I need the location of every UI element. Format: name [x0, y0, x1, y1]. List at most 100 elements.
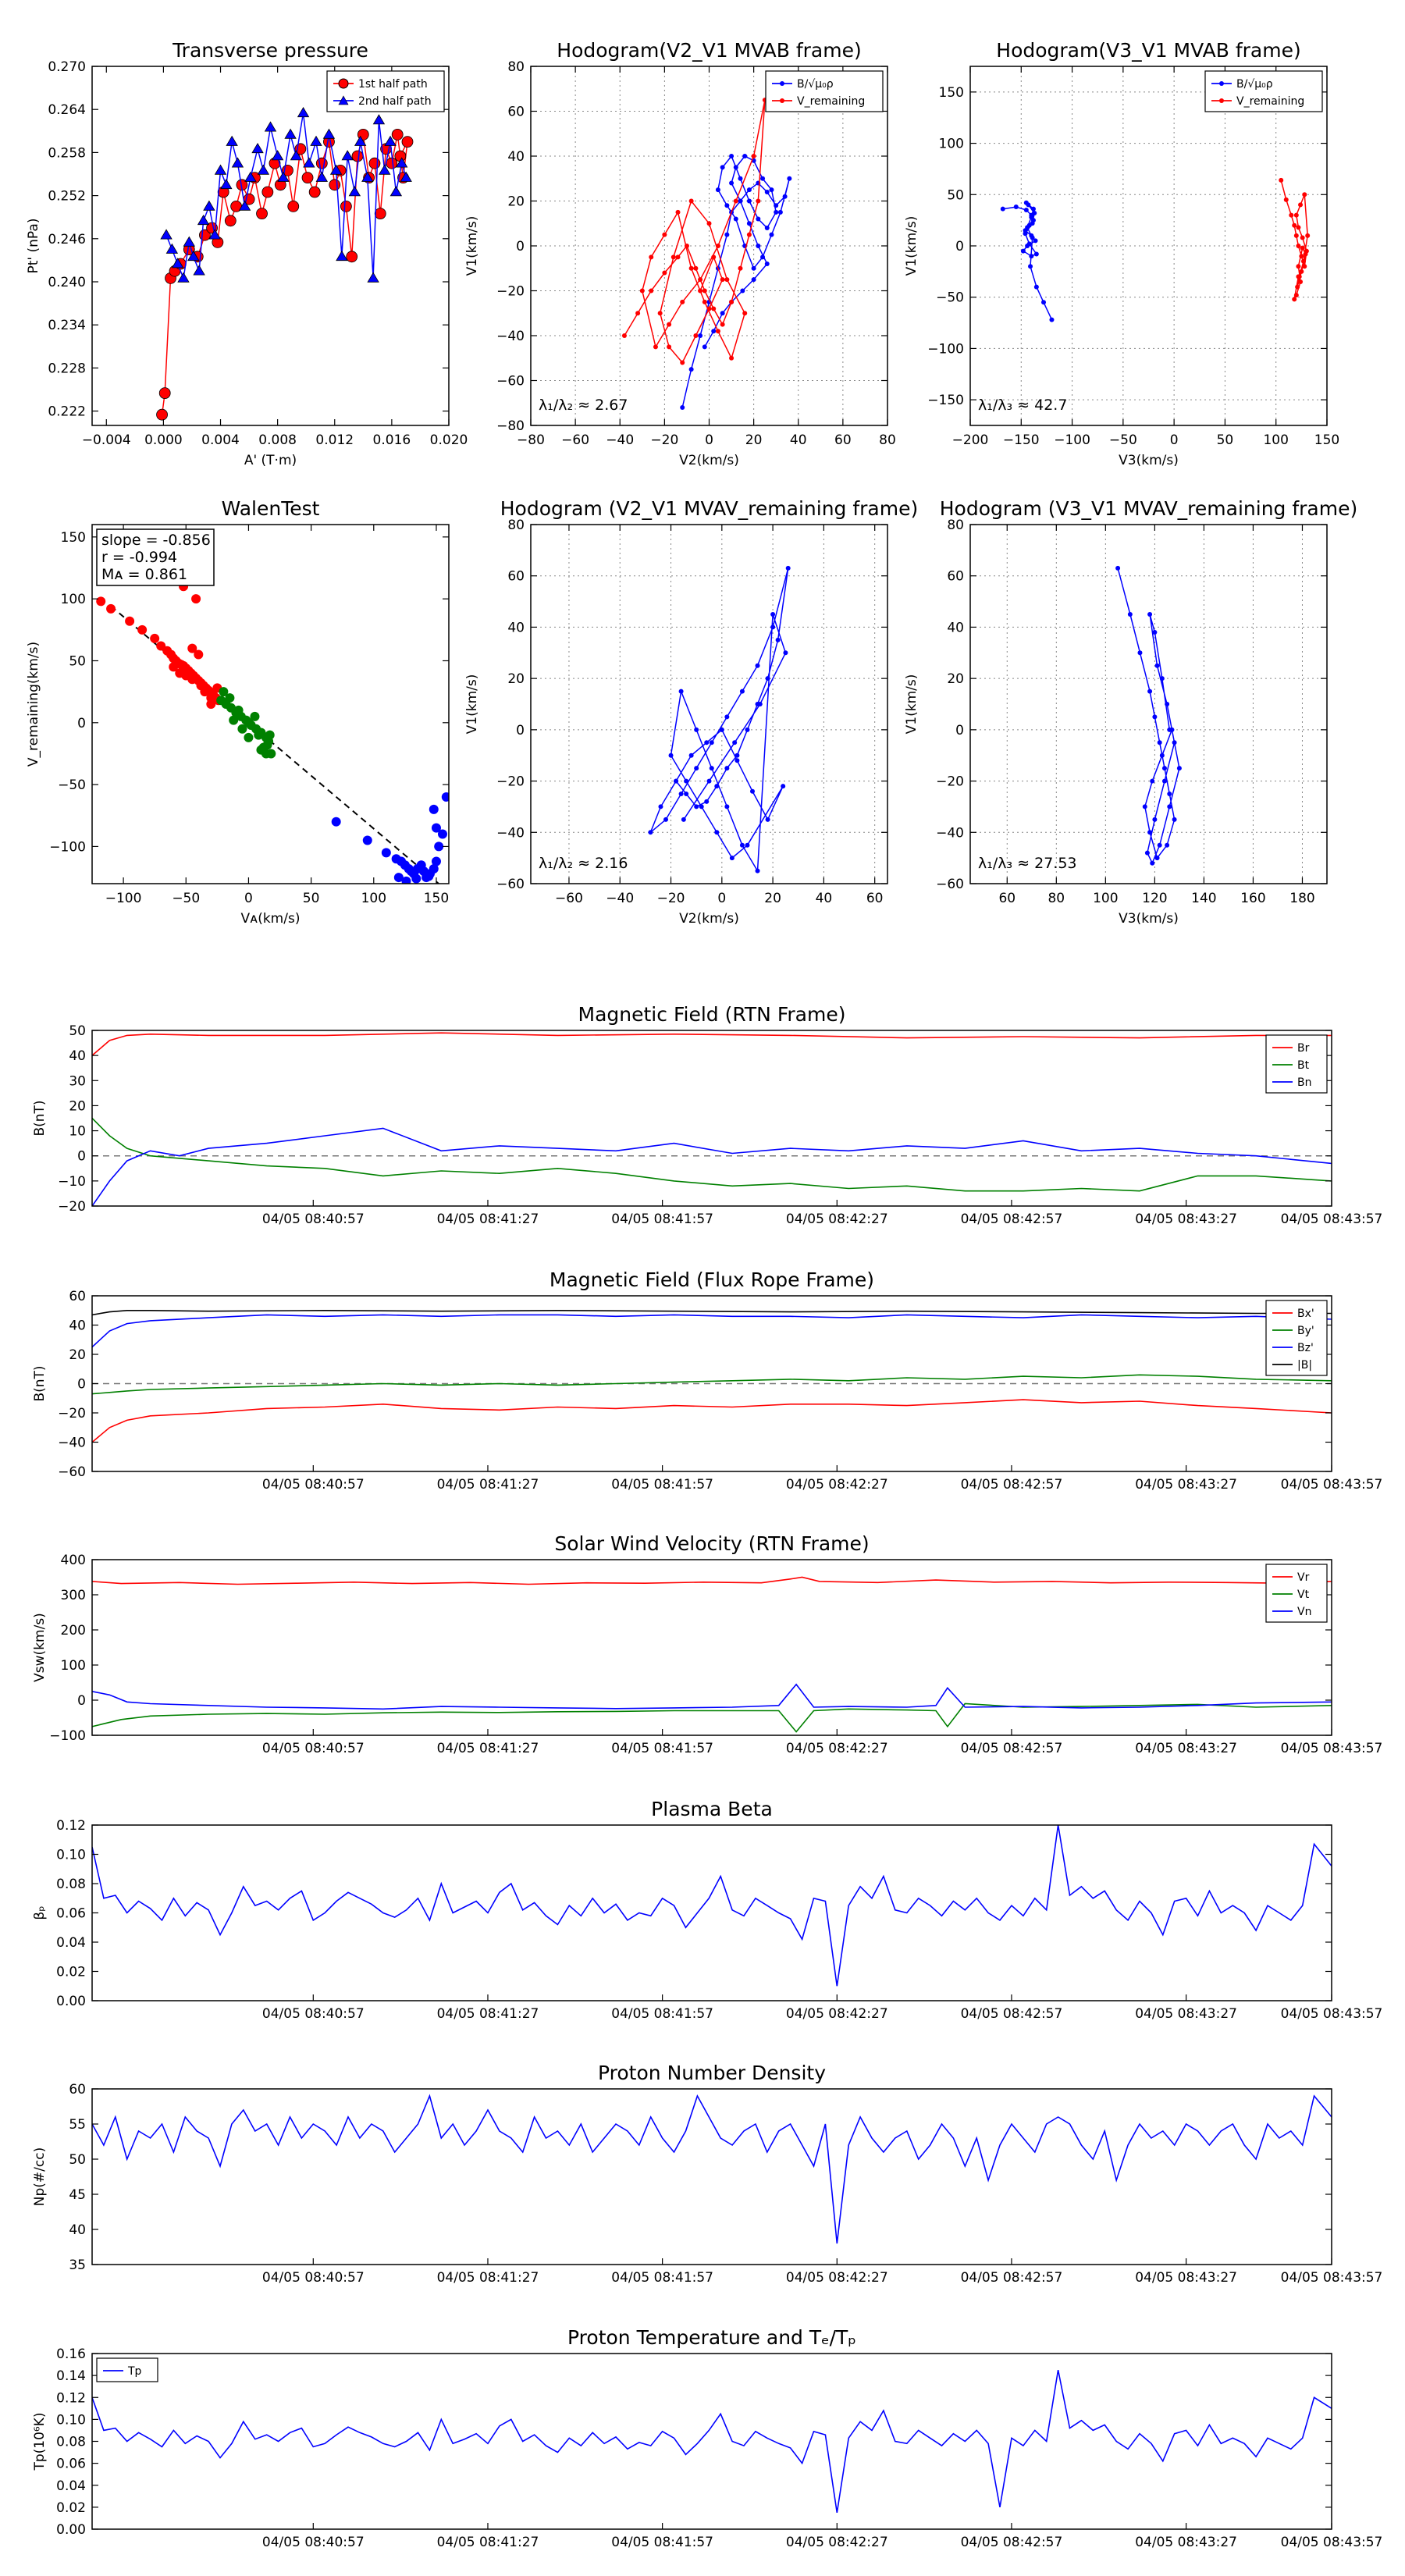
y-tick-label: 0 [77, 1149, 86, 1165]
data-point [746, 198, 752, 204]
y-tick-label: 300 [61, 1588, 86, 1603]
data-point [1147, 688, 1153, 694]
chart-title: Proton Number Density [598, 2062, 826, 2084]
data-point [386, 157, 398, 169]
x-tick-label: 100 [1093, 891, 1118, 906]
y-tick-label: 40 [69, 2222, 86, 2238]
y-tick-label: 50 [69, 1023, 86, 1039]
y-tick-label: 0.12 [56, 2390, 86, 2406]
data-point [1296, 264, 1301, 269]
data-point [1026, 241, 1032, 247]
data-point [668, 753, 674, 758]
vrtn-panel: −100 0 100 200 300 400 04/05 08:40:57 04/05 08:… [32, 1532, 1382, 1756]
data-point [194, 649, 204, 660]
hv31-panel: −150 −100 −50 0 50 100 150 −200 −150 −100 −50 0 50 10… [904, 39, 1339, 468]
data-point [740, 288, 745, 294]
data-point [1152, 630, 1158, 635]
x-tick-label: 04/05 08:41:57 [611, 2535, 713, 2550]
x-tick-label: 04/05 08:40:57 [262, 1477, 365, 1493]
data-point [362, 835, 372, 845]
data-point [1033, 284, 1039, 290]
series-By' [92, 1374, 1332, 1395]
x-tick-label: 160 [1240, 891, 1265, 906]
y-tick-label: 80 [507, 59, 525, 75]
data-point [265, 730, 275, 740]
data-point [738, 176, 743, 181]
series-2nd half path [160, 107, 412, 283]
y-tick-label: 80 [507, 518, 525, 533]
data-point [702, 299, 707, 304]
y-tick-label: −20 [936, 774, 964, 790]
series-line [92, 1032, 1332, 1056]
data-point [1144, 850, 1150, 856]
data-point [187, 674, 197, 685]
data-point [738, 198, 743, 204]
data-point [346, 251, 358, 263]
data-point [735, 753, 740, 758]
data-point [315, 157, 328, 169]
data-point [244, 171, 257, 182]
x-tick-label: 04/05 08:43:27 [1135, 2535, 1237, 2550]
data-point [1302, 192, 1307, 197]
y-tick-label: 0 [516, 239, 525, 254]
data-point [277, 171, 290, 182]
data-point [191, 594, 201, 604]
series-Np [92, 2094, 1332, 2244]
x-tick-label: 04/05 08:42:57 [961, 2535, 1063, 2550]
y-tick-label: −40 [496, 825, 525, 841]
x-tick-label: 60 [834, 432, 852, 448]
series-line [1117, 568, 1180, 865]
x-tick-label: 0.008 [258, 432, 297, 448]
legend-box [1204, 70, 1323, 112]
data-point [649, 288, 654, 294]
y-tick-label: 100 [61, 1658, 86, 1674]
data-point [1028, 264, 1033, 269]
data-point [150, 633, 160, 643]
data-point [1289, 212, 1294, 218]
legend-label: Vr [1297, 1571, 1310, 1584]
data-point [400, 171, 412, 182]
data-point [1127, 612, 1133, 617]
data-point [301, 172, 314, 184]
data-point [1159, 676, 1165, 681]
data-point [724, 804, 730, 809]
data-point [739, 688, 745, 694]
data-point [733, 198, 738, 204]
data-point [206, 693, 216, 703]
stats-box [96, 528, 215, 586]
x-tick-label: 150 [1314, 432, 1339, 448]
data-point [729, 355, 735, 361]
x-tick-label: −20 [650, 432, 678, 448]
y-tick-label: 100 [61, 592, 86, 607]
data-point [755, 663, 760, 668]
x-tick-label: 04/05 08:40:57 [262, 2270, 365, 2286]
data-point [1023, 200, 1029, 205]
series-line [92, 1683, 1332, 1710]
y-tick-label: −60 [496, 374, 525, 390]
legend-label: |B| [1297, 1359, 1312, 1372]
data-point [756, 216, 761, 222]
series-B/√μ₀ρ [680, 154, 792, 410]
y-tick-label: 60 [69, 1289, 86, 1304]
data-point [1023, 208, 1029, 212]
data-point [257, 164, 270, 175]
data-point [729, 154, 735, 158]
y-tick-label: −10 [58, 1174, 86, 1190]
data-point [1000, 206, 1005, 212]
data-point [745, 727, 750, 732]
y-tick-label: 40 [69, 1048, 86, 1064]
x-tick-label: 04/05 08:41:57 [611, 2006, 713, 2022]
data-point [662, 232, 667, 237]
x-tick-label: 04/05 08:41:27 [437, 2270, 539, 2286]
chart-title: Proton Temperature and Tₑ/Tₚ [567, 2326, 856, 2349]
data-point [384, 135, 397, 146]
x-tick-label: −100 [105, 891, 142, 906]
x-tick-label: 04/05 08:42:27 [786, 1477, 888, 1493]
x-tick-label: 04/05 08:43:57 [1281, 1741, 1383, 1756]
data-point [340, 200, 352, 212]
data-point [746, 187, 752, 193]
data-point [715, 329, 720, 334]
data-point [1167, 804, 1172, 809]
y-tick-label: 0.228 [48, 361, 86, 376]
data-point [389, 186, 403, 197]
